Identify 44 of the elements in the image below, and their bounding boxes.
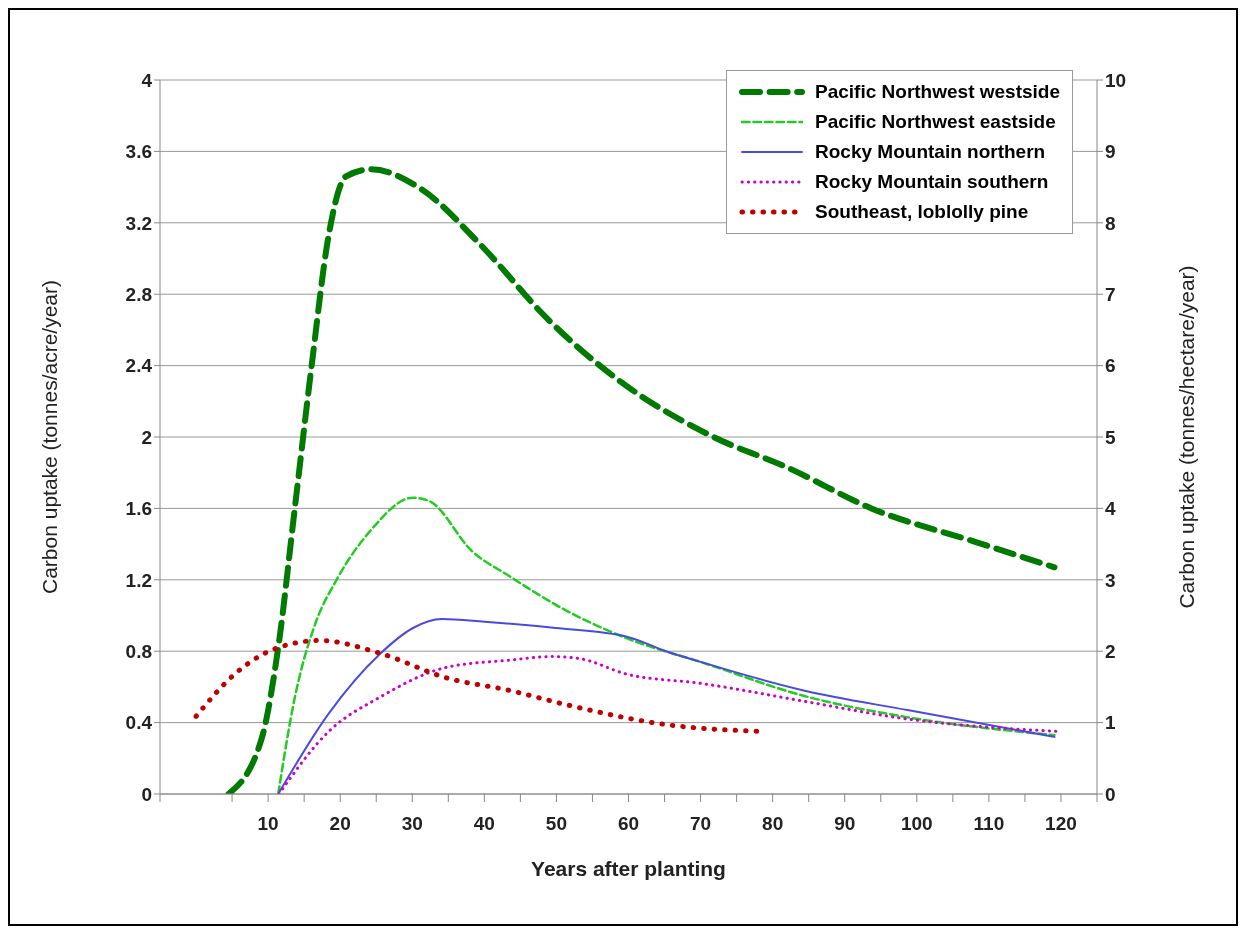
- legend-label: Pacific Northwest eastside: [815, 111, 1056, 133]
- y-tick-label: 2.8: [125, 283, 152, 305]
- y-tick-label: 1.2: [125, 569, 152, 591]
- y2-tick-label: 9: [1105, 141, 1116, 163]
- y-tick-label: 3.2: [125, 212, 152, 234]
- line-series: [276, 496, 1056, 794]
- y-tick-label: 0.4: [125, 712, 153, 734]
- legend-label: Southeast, loblolly pine: [815, 201, 1029, 223]
- x-tick-label: 60: [617, 813, 640, 834]
- y2-tick-label: 1: [1105, 712, 1116, 734]
- x-tick-label: 30: [401, 813, 423, 834]
- x-tick-label: 120: [1045, 813, 1077, 834]
- x-tick-label: 70: [690, 813, 712, 834]
- x-tick-label: 80: [762, 813, 784, 834]
- y-tick-label: 2: [141, 426, 152, 448]
- x-tick-label: 90: [834, 813, 856, 834]
- legend-label: Rocky Mountain northern: [815, 141, 1046, 163]
- y2-tick-label: 10: [1105, 69, 1127, 91]
- y2-tick-label: 8: [1105, 212, 1116, 234]
- y2-tick-label: 6: [1105, 355, 1116, 377]
- y-tick-label: 4: [141, 69, 153, 91]
- x-axis-title: Years after planting: [531, 857, 726, 880]
- x-tick-label: 110: [973, 813, 1005, 834]
- y-tick-label: 0: [141, 783, 152, 805]
- y2-tick-label: 0: [1105, 783, 1116, 805]
- x-tick-label: 50: [545, 813, 567, 834]
- y2-axis-title: Carbon uptake (tonnes/hectare/year): [1175, 265, 1199, 609]
- y2-tick-label: 4: [1105, 498, 1116, 520]
- x-tick-label: 100: [900, 813, 933, 834]
- y-tick-label: 3.6: [125, 141, 152, 163]
- y-tick-label: 2.4: [125, 355, 153, 377]
- y2-tick-label: 2: [1105, 640, 1116, 662]
- y2-tick-label: 7: [1105, 283, 1116, 305]
- legend-label: Rocky Mountain southern: [815, 171, 1049, 193]
- y2-tick-label: 3: [1105, 569, 1116, 591]
- x-tick-label: 40: [473, 813, 495, 834]
- y2-tick-label: 5: [1105, 426, 1116, 448]
- y-tick-label: 0.8: [125, 640, 152, 662]
- x-tick-label: 10: [257, 813, 279, 834]
- y-tick-label: 1.6: [125, 498, 152, 520]
- legend-label: Pacific Northwest westside: [815, 81, 1060, 103]
- line-series: [277, 618, 1056, 794]
- x-tick-label: 20: [329, 813, 351, 834]
- y-axis-title: Carbon uptake (tonnes/acre/year): [38, 279, 62, 595]
